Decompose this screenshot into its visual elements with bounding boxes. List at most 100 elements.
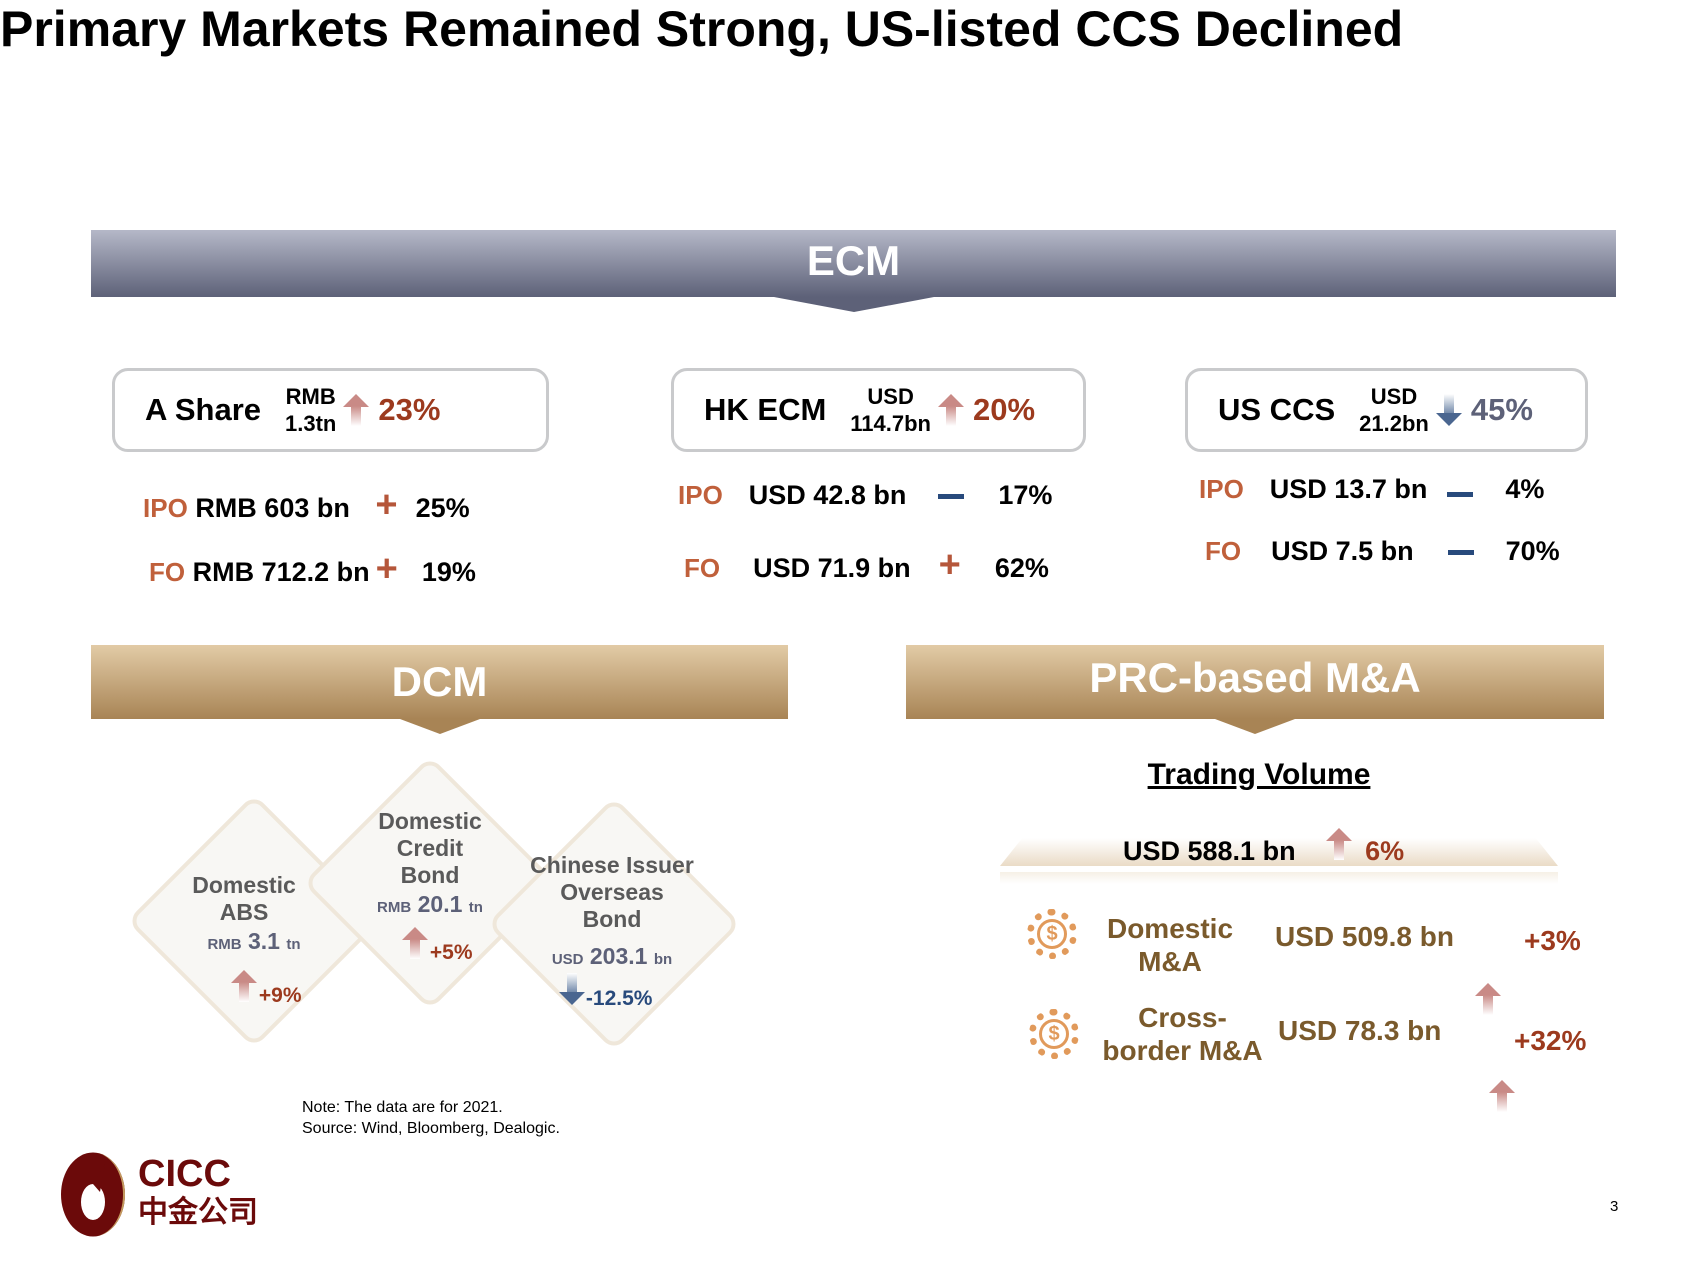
total-pct: 6% [1365, 836, 1405, 866]
box-pct: 23% [378, 392, 441, 427]
domestic-ma-value: USD 509.8 bn [1275, 921, 1454, 952]
item-line: Chinese Issuer [530, 852, 694, 878]
us-ipo-row: IPO USD 13.7 bn 4% [1199, 474, 1544, 505]
item-line: Cross- [1138, 1002, 1227, 1033]
box-name: US CCS [1218, 392, 1336, 427]
item-line: Bond [400, 862, 460, 888]
item-pct: +5% [429, 941, 473, 964]
dollar-gear-icon: $ [1029, 1009, 1079, 1059]
item-number: 203.1 [589, 943, 648, 969]
minus-icon [1447, 492, 1474, 498]
cross-border-ma-pct: +32% [1514, 1025, 1587, 1056]
ecm-notch [773, 297, 934, 312]
cross-border-ma-value: USD 78.3 bn [1278, 1015, 1442, 1046]
unit-amount: 21.2bn [1359, 411, 1429, 436]
row-pct: 25% [415, 493, 470, 523]
cross-border-ma-label: Cross-border M&A [1095, 1001, 1270, 1067]
row-value: RMB 603 bn [195, 493, 350, 523]
item-currency: USD [551, 951, 584, 968]
overseas-bond-text: Chinese Issuer Overseas Bond USD 203.1 b… [522, 852, 702, 1012]
item-currency: RMB [377, 899, 412, 916]
row-pct: 4% [1505, 474, 1545, 504]
item-number: 20.1 [417, 891, 463, 917]
us-fo-row: FO USD 7.5 bn 70% [1205, 536, 1560, 567]
item-line: ABS [219, 899, 269, 925]
row-label: IPO [1199, 474, 1244, 504]
arrow-up-icon [1489, 1080, 1516, 1112]
logo-cn: 中金公司 [138, 1196, 258, 1229]
dcm-header-label: DCM [391, 658, 488, 705]
item-pct: +9% [258, 984, 302, 1007]
row-pct: 17% [998, 480, 1053, 510]
row-pct: 19% [421, 557, 476, 587]
dollar-gear-icon: $ [1027, 909, 1077, 959]
row-value: USD 7.5 bn [1271, 536, 1414, 566]
credit-bond-text: Domestic Credit Bond RMB 20.1 tn +5% [350, 808, 510, 966]
item-line: M&A [1138, 946, 1202, 977]
ma-header: PRC-based M&A [906, 645, 1604, 734]
abs-text: Domestic ABS RMB 3.1 tn +9% [164, 872, 324, 1009]
box-unit: USD 114.7bn [850, 383, 931, 437]
item-line: Bond [582, 906, 642, 932]
minus-icon [1447, 550, 1474, 556]
hk-fo-row: FO USD 71.9 bn +62% [684, 544, 1049, 587]
domestic-ma-label: Domestic M&A [1090, 912, 1250, 978]
item-line: Domestic [1106, 913, 1234, 944]
total-bar-shadow [1000, 872, 1558, 884]
box-pct: 45% [1470, 392, 1533, 427]
row-label: IPO [143, 493, 188, 523]
arrow-down-icon [558, 973, 585, 1005]
logo-text: CICC 中金公司 [138, 1155, 258, 1233]
unit-amount: 114.7bn [850, 411, 931, 436]
ma-notch [1215, 719, 1295, 734]
item-unit: bn [653, 951, 673, 968]
arrow-down-icon [1435, 394, 1462, 426]
total-value: USD 588.1 bn [1123, 836, 1296, 866]
arrow-up-icon [1475, 983, 1501, 1015]
arrow-up-icon [402, 927, 429, 959]
item-line: border M&A [1102, 1035, 1263, 1066]
arrow-up-icon [343, 394, 370, 426]
arrow-up-icon [938, 394, 964, 426]
item-line: Overseas [560, 879, 664, 905]
note-text: Note: The data are for 2021. [302, 1099, 503, 1116]
item-line: Domestic [192, 872, 296, 898]
hk-ecm-box: HK ECM USD 114.7bn 20% [671, 368, 1086, 452]
total-volume: USD 588.1 bn 6% [1123, 828, 1404, 867]
a-share-ipo-row: IPO RMB 603 bn +25% [143, 484, 470, 527]
row-pct: 62% [994, 553, 1049, 583]
row-value: USD 42.8 bn [748, 480, 907, 510]
box-name: HK ECM [704, 392, 827, 427]
row-label: IPO [678, 480, 723, 510]
page-title: Primary Markets Remained Strong, US-list… [0, 1, 1404, 57]
arrow-up-icon [231, 970, 258, 1002]
item-line: Domestic [378, 808, 482, 834]
logo-en: CICC [138, 1153, 231, 1195]
plus-icon: + [375, 484, 398, 526]
item-line: Credit [396, 835, 464, 861]
dcm-header: DCM [91, 645, 788, 734]
a-share-fo-row: FO RMB 712.2 bn +19% [149, 548, 476, 591]
total-bar [1000, 838, 1558, 866]
row-pct: 70% [1505, 536, 1560, 566]
arrow-up-icon [1326, 828, 1353, 860]
ma-header-label: PRC-based M&A [1089, 654, 1421, 701]
unit-amount: 1.3tn [285, 411, 337, 436]
unit-currency: RMB [285, 384, 336, 409]
box-unit: RMB 1.3tn [285, 383, 336, 437]
trading-volume-title: Trading Volume [1147, 758, 1371, 791]
row-value: USD 71.9 bn [753, 553, 911, 583]
item-pct: -12.5% [585, 987, 653, 1010]
dcm-notch [399, 719, 480, 734]
box-name: A Share [145, 392, 262, 427]
plus-icon: + [938, 544, 961, 586]
unit-currency: USD [867, 384, 914, 409]
box-unit: USD 21.2bn [1359, 383, 1429, 437]
unit-currency: USD [1370, 384, 1418, 409]
source-text: Source: Wind, Bloomberg, Dealogic. [302, 1120, 560, 1137]
footnote: Note: The data are for 2021. Source: Wind… [302, 1097, 560, 1139]
row-label: FO [684, 553, 721, 583]
ecm-header: ECM [91, 230, 1616, 312]
a-share-box: A Share RMB 1.3tn 23% [112, 368, 549, 452]
item-unit: tn [468, 899, 483, 916]
